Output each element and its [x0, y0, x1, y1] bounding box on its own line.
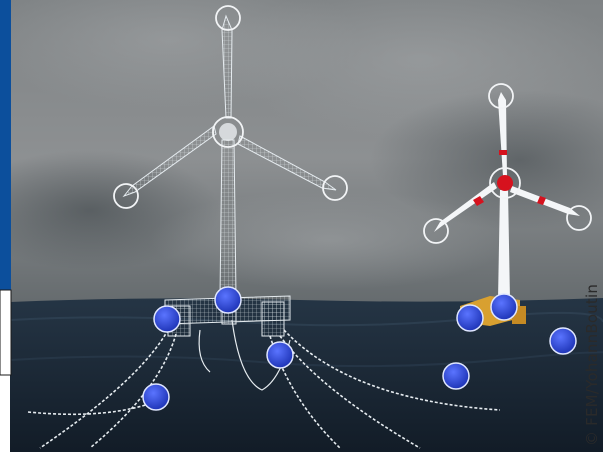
accent-bar [0, 0, 11, 290]
blue-marker [456, 304, 484, 332]
blue-marker [549, 327, 577, 355]
white-ring-marker [215, 5, 241, 31]
white-ring-marker [423, 218, 449, 244]
white-ring-marker [212, 116, 244, 148]
side-box [0, 289, 12, 376]
white-ring-marker [488, 83, 514, 109]
sea [10, 298, 603, 452]
blue-marker [214, 286, 242, 314]
white-ring-marker [322, 175, 348, 201]
white-ring-marker [113, 183, 139, 209]
blue-markers [142, 286, 577, 411]
photo-credit: © FEM/YohannBoutin [583, 283, 601, 446]
white-ring-marker [566, 205, 592, 231]
blue-marker [142, 383, 170, 411]
blue-marker [266, 341, 294, 369]
blue-marker [490, 293, 518, 321]
blue-marker [442, 362, 470, 390]
blue-marker [153, 305, 181, 333]
white-ring-marker [489, 167, 521, 199]
white-ring-markers [113, 5, 592, 244]
